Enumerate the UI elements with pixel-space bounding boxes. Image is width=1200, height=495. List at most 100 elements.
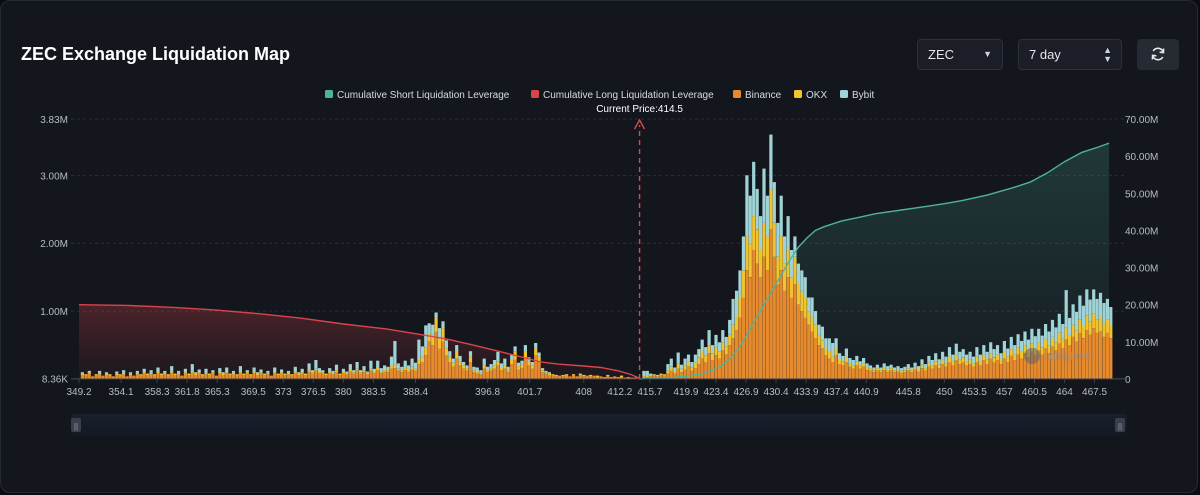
okx-bar	[748, 243, 752, 278]
okx-bar	[352, 372, 356, 374]
bybit-bar	[482, 358, 486, 366]
period-select[interactable]: 7 day ▲ ▼	[1018, 39, 1122, 70]
okx-bar	[142, 372, 146, 374]
bybit-bar	[721, 330, 725, 343]
bybit-bar	[1109, 307, 1113, 326]
okx-bar	[544, 372, 548, 374]
binance-bar	[400, 372, 404, 379]
okx-bar	[108, 374, 112, 376]
binance-bar	[534, 355, 538, 379]
bybit-bar	[892, 367, 897, 371]
binance-bar	[776, 284, 780, 379]
binance-bar	[841, 365, 845, 379]
okx-bar	[813, 324, 818, 339]
okx-bar	[317, 371, 321, 373]
okx-bar	[772, 222, 776, 257]
bybit-bar	[783, 236, 787, 264]
zoom-slider-track[interactable]	[71, 414, 1127, 436]
binance-bar	[396, 370, 400, 379]
binance-bar	[783, 290, 787, 379]
bybit-bar	[961, 349, 965, 358]
binance-bar	[544, 373, 548, 379]
refresh-button[interactable]	[1137, 39, 1179, 70]
bybit-bar	[789, 250, 794, 278]
binance-bar	[1085, 330, 1089, 379]
binance-bar	[513, 360, 517, 379]
binance-bar	[1050, 346, 1055, 379]
okx-bar	[697, 357, 701, 365]
bybit-bar	[334, 364, 339, 371]
bybit-bar	[1020, 341, 1024, 352]
okx-bar	[407, 369, 411, 372]
bybit-bar	[786, 216, 790, 250]
x-tick-label: 383.5	[361, 387, 386, 398]
coin-select[interactable]: ZEC ▼	[917, 39, 1003, 70]
binance-bar	[558, 375, 562, 379]
bybit-bar	[738, 270, 742, 298]
binance-bar	[1071, 336, 1075, 379]
binance-bar	[800, 311, 804, 379]
okx-bar	[728, 334, 732, 346]
binance-bar	[554, 376, 558, 379]
zoom-handle-left[interactable]	[71, 418, 81, 432]
binance-bar	[1037, 350, 1041, 379]
binance-bar	[944, 366, 948, 379]
okx-bar	[328, 371, 332, 373]
binance-bar	[1074, 341, 1079, 379]
okx-bar	[166, 374, 170, 376]
binance-bar	[187, 374, 191, 379]
y-right-tick-label: 60.00M	[1125, 152, 1158, 163]
okx-bar	[286, 372, 291, 375]
okx-bar	[693, 362, 697, 369]
binance-bar	[156, 373, 160, 379]
binance-bar	[568, 376, 572, 379]
zoom-handle-right[interactable]	[1115, 418, 1125, 432]
binance-bar	[886, 371, 890, 379]
binance-bar	[163, 374, 167, 379]
bybit-bar	[400, 366, 404, 371]
binance-bar	[159, 374, 163, 379]
okx-bar	[410, 366, 414, 370]
bybit-bar	[879, 367, 883, 371]
bybit-bar	[834, 338, 838, 349]
legend-item: Binance	[733, 90, 782, 101]
bybit-bar	[1006, 348, 1010, 357]
okx-bar	[769, 188, 773, 230]
bybit-bar	[717, 342, 721, 352]
binance-bar	[506, 372, 510, 379]
binance-bar	[824, 355, 828, 379]
binance-bar	[475, 373, 479, 379]
binance-bar	[571, 375, 576, 379]
bybit-bar	[280, 369, 284, 373]
bybit-bar	[547, 372, 551, 374]
okx-bar	[1074, 330, 1079, 342]
bybit-bar	[1002, 341, 1006, 352]
okx-bar	[547, 373, 551, 375]
bybit-bar	[434, 312, 438, 318]
bybit-bar	[820, 326, 824, 341]
bybit-bar	[923, 364, 927, 369]
okx-bar	[489, 368, 493, 371]
binance-bar	[290, 375, 294, 379]
okx-bar	[906, 368, 910, 371]
bybit-bar	[537, 352, 541, 357]
bybit-bar	[317, 368, 321, 372]
bybit-bar	[1098, 292, 1103, 317]
okx-bar	[1092, 313, 1096, 329]
okx-bar	[704, 355, 708, 362]
okx-bar	[1020, 351, 1024, 359]
binance-bar	[645, 377, 649, 379]
okx-bar	[273, 371, 277, 373]
binance-bar	[280, 373, 284, 379]
bybit-bar	[868, 365, 873, 369]
okx-bar	[1109, 326, 1113, 339]
okx-bar	[820, 340, 824, 349]
binance-bar	[1078, 332, 1082, 379]
bybit-bar	[87, 370, 91, 373]
binance-bar	[865, 370, 869, 379]
binance-bar	[242, 374, 246, 379]
short-liquidation-line	[639, 142, 1110, 380]
bybit-bar	[293, 366, 297, 371]
legend-item: OKX	[794, 90, 827, 101]
current-price-arrow	[633, 118, 646, 130]
